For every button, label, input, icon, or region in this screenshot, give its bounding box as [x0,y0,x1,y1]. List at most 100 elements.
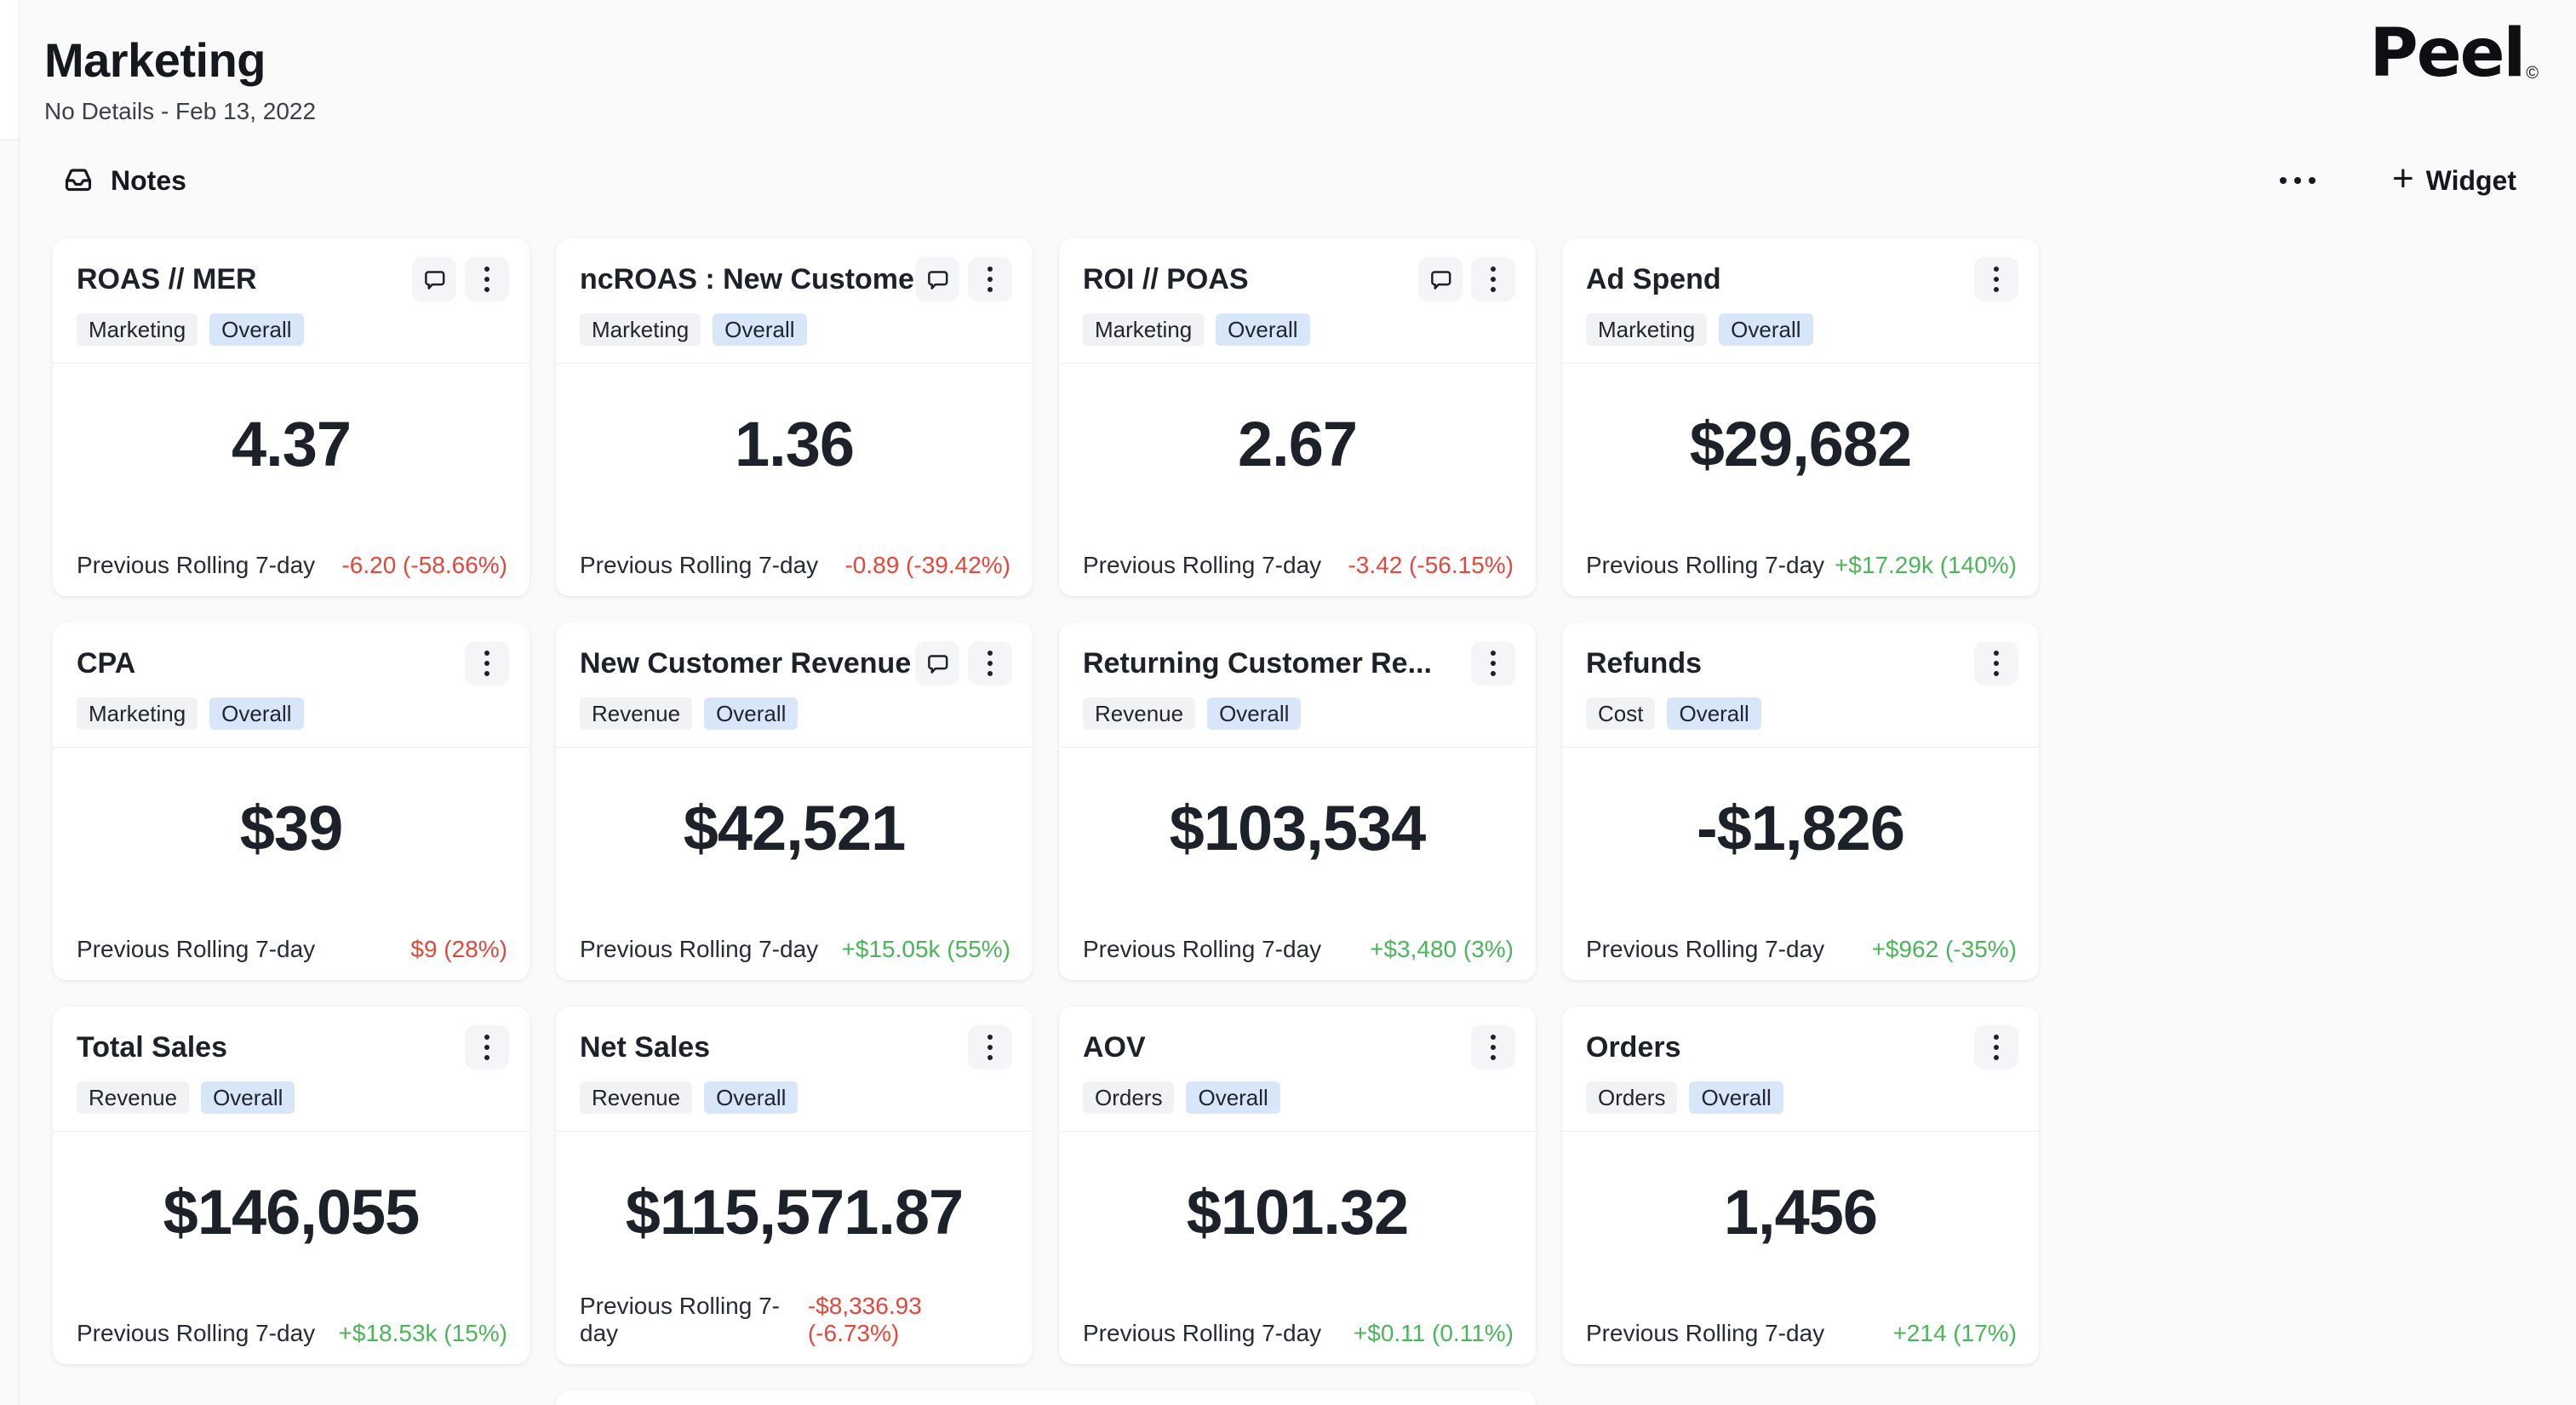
tag-orders: Orders [1083,1081,1175,1114]
card-menu-button[interactable] [1974,257,2018,301]
card-menu-button[interactable] [1974,641,2018,685]
previous-period-label: Previous Rolling 7-day [1083,1320,1322,1346]
tag-overall: Overall [704,697,799,730]
previous-period-label: Previous Rolling 7-day [1586,552,1825,578]
copyright-mark: © [2526,64,2539,83]
toolbar-right: + Widget [2276,158,2516,199]
card-title: ROAS // MER [77,263,257,295]
collapsed-sidebar [0,0,20,1405]
card-menu-button[interactable] [968,1025,1012,1070]
previous-period-label: Previous Rolling 7-day [1083,552,1322,578]
card-body: $42,521 Previous Rolling 7-day +$15.05k … [556,748,1033,980]
plus-icon: + [2391,158,2414,199]
add-widget-button[interactable]: + Widget [2391,158,2516,199]
metric-change: -3.42 (-56.15%) [1348,552,1514,578]
card-actions [1974,257,2018,301]
tag-overall: Overall [713,313,807,346]
peel-logo: Peel © [2370,20,2539,87]
card-menu-button[interactable] [1471,257,1515,301]
kebab-menu-icon [1994,1035,1999,1060]
kebab-menu-icon [987,651,993,676]
tag-orders: Orders [1586,1081,1678,1114]
metric-value: -$1,826 [1697,793,1905,863]
metric-change: $9 (28%) [410,936,507,962]
metric-widget-card: ROI // POAS Marketing Overall [1059,238,1536,596]
previous-period-label: Previous Rolling 7-day [77,936,316,962]
card-actions [465,641,509,685]
more-options-button[interactable] [2276,169,2319,192]
kebab-menu-icon [987,267,993,292]
metric-value: 4.37 [231,409,352,479]
card-menu-button[interactable] [1471,641,1515,685]
metric-change: +$3,480 (3%) [1370,936,1514,962]
tag-marketing: Marketing [1586,313,1708,346]
tag-cost: Cost [1586,697,1656,730]
kebab-menu-icon [1994,651,1999,676]
kebab-menu-icon [1491,267,1496,292]
card-menu-button[interactable] [1974,1025,2018,1070]
notes-label: Notes [111,164,186,196]
metric-change: +$0.11 (0.11%) [1353,1320,1514,1346]
metric-value: $42,521 [683,793,907,863]
metric-value: $101.32 [1186,1177,1410,1247]
card-menu-button[interactable] [968,257,1012,301]
card-header: Returning Customer Re... Revenue Overall [1059,622,1536,748]
card-tags: Revenue Overall [580,1081,1012,1114]
card-header: ROI // POAS Marketing Overall [1059,238,1536,364]
kebab-menu-icon [484,1035,489,1060]
peel-wordmark: Peel [2369,15,2527,92]
card-title: Refunds [1586,647,1702,680]
metric-widget-card: Ad Spend Marketing Overall $29,682 Previo… [1562,238,2039,596]
card-tags: Revenue Overall [77,1081,509,1114]
metric-change: -0.89 (-39.42%) [844,552,1010,578]
previous-period-label: Previous Rolling 7-day [580,936,819,962]
notes-button[interactable]: Notes [63,165,186,197]
partially-visible-widget [556,1391,1536,1405]
card-title: Orders [1586,1031,1681,1064]
metric-value: 1,456 [1723,1177,1878,1247]
metric-change: +214 (17%) [1892,1320,2017,1346]
card-tags: Marketing Overall [77,697,509,730]
card-actions [915,257,1012,301]
comment-button[interactable] [1418,257,1463,301]
card-menu-button[interactable] [968,641,1012,685]
card-tags: Cost Overall [1586,697,2018,730]
card-header: Net Sales Revenue Overall [556,1006,1033,1132]
card-menu-button[interactable] [465,1025,509,1070]
tag-marketing: Marketing [1083,313,1205,346]
card-header: Total Sales Revenue Overall [53,1006,530,1132]
card-tags: Marketing Overall [1586,313,2018,346]
metric-widget-card: AOV Orders Overall $101.32 Previous Rolli… [1059,1006,1536,1364]
tag-overall: Overall [1186,1081,1280,1114]
card-body: -$1,826 Previous Rolling 7-day +$962 (-3… [1562,748,2039,980]
metric-widget-card: ROAS // MER Marketing Overall [53,238,530,596]
card-title: Ad Spend [1586,263,1721,295]
card-menu-button[interactable] [465,257,509,301]
comment-button[interactable] [915,257,959,301]
metric-change: +$18.53k (15%) [338,1320,507,1346]
card-body: 2.67 Previous Rolling 7-day -3.42 (-56.1… [1059,364,1536,596]
card-menu-button[interactable] [465,641,509,685]
metric-widget-card: Refunds Cost Overall -$1,826 Previous Rol… [1562,622,2039,980]
card-title: New Customer Revenue [580,647,912,680]
previous-period-label: Previous Rolling 7-day [77,552,316,578]
comment-button[interactable] [412,257,456,301]
metric-value: $115,571.87 [625,1177,964,1247]
tag-marketing: Marketing [77,697,198,730]
tag-overall: Overall [1689,1081,1783,1114]
card-header: AOV Orders Overall [1059,1006,1536,1132]
previous-period-label: Previous Rolling 7-day [77,1320,316,1346]
card-title: Net Sales [580,1031,711,1064]
card-actions [1471,641,1515,685]
card-header: New Customer Revenue Revenue Overall [556,622,1033,748]
page-subtitle: No Details - Feb 13, 2022 [44,98,317,124]
previous-period-label: Previous Rolling 7-day [1083,936,1322,962]
card-body: 4.37 Previous Rolling 7-day -6.20 (-58.6… [53,364,530,596]
card-actions [968,1025,1012,1070]
previous-period-label: Previous Rolling 7-day [580,552,819,578]
comment-bubble-icon [926,652,949,675]
card-menu-button[interactable] [1471,1025,1515,1070]
previous-period-label: Previous Rolling 7-day [1586,1320,1825,1346]
comment-button[interactable] [915,641,959,685]
kebab-menu-icon [1491,1035,1496,1060]
